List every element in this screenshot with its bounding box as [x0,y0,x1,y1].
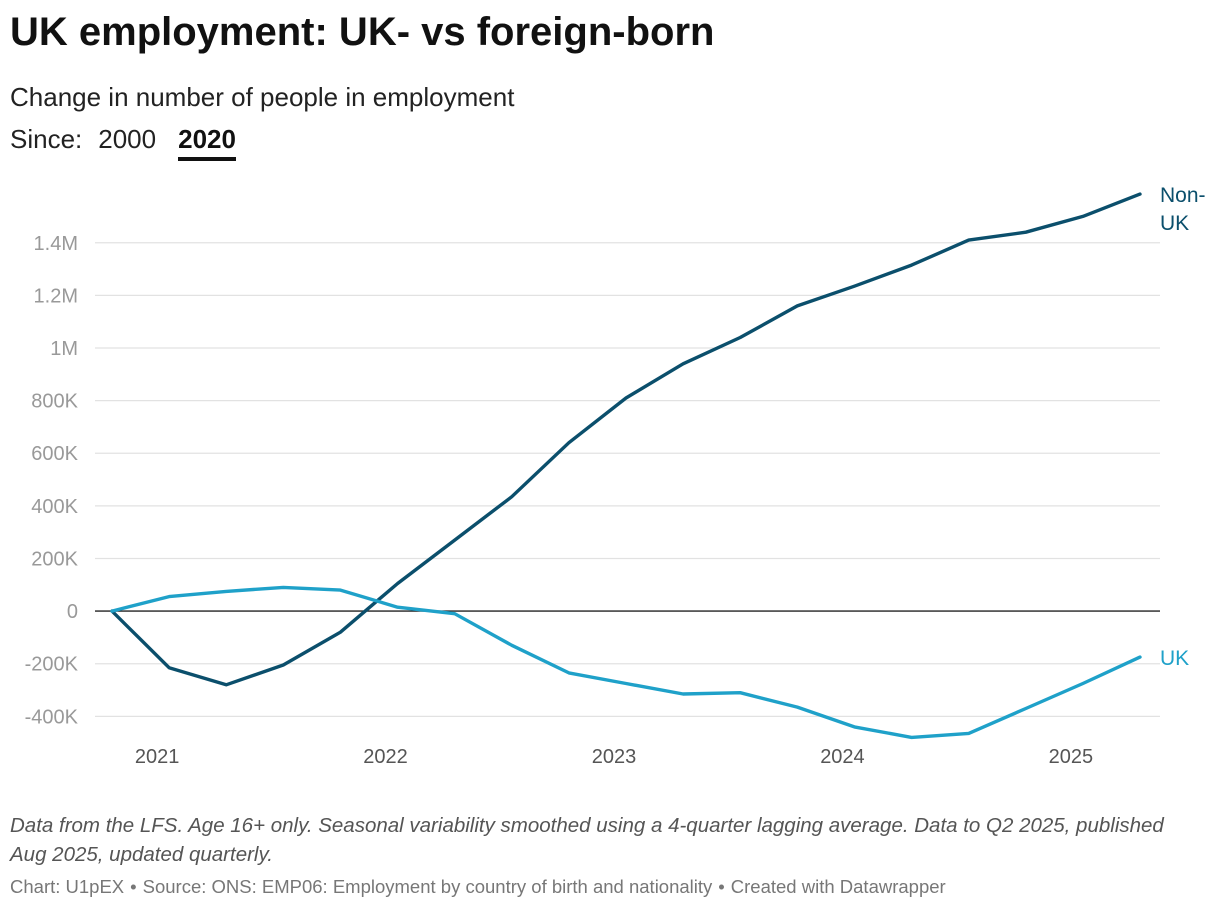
x-tick-label: 2023 [592,746,637,768]
x-tick-label: 2021 [135,746,180,768]
y-tick-label: 1.4M [34,233,78,255]
chart-subtitle: Change in number of people in employment [10,82,515,112]
chart-footer: Chart: U1pEX • Source: ONS: EMP06: Employm… [10,876,946,898]
y-tick-label: 800K [31,391,78,413]
chart-title: UK employment: UK- vs foreign-born [10,10,715,54]
footer-source: Source: ONS: EMP06: Employment by countr… [142,876,713,897]
x-tick-label: 2024 [820,746,865,768]
footer-chart-id: Chart: U1pEX [10,876,125,897]
series-label-line: UK [1160,212,1189,235]
footer-created-with: Created with Datawrapper [730,876,946,897]
chart-note: Data from the LFS. Age 16+ only. Seasona… [10,814,1164,866]
series-line-non-uk [110,192,1142,687]
series-label-line: UK [1160,647,1189,670]
x-tick-label: 2022 [363,746,408,768]
y-tick-label: -200K [25,654,79,676]
x-tick-label: 2025 [1049,746,1094,768]
y-tick-label: 1.2M [34,285,78,307]
y-tick-label: 0 [67,601,78,623]
footer-separator: • [718,876,725,897]
y-tick-label: 400K [31,496,78,518]
series-label-uk: UK [1160,647,1189,670]
y-tick-label: 200K [31,548,78,570]
employment-line-chart: 1.4M 1.2M 1M 800K 600K 400K 200K 0 -200K -400K 202… [25,184,1206,768]
y-tick-label: 1M [50,338,78,360]
y-tick-label: 600K [31,443,78,465]
y-tick-label: -400K [25,706,79,728]
series-label-line: Non- [1160,184,1206,207]
since-label: Since: [10,124,83,154]
footer-separator: • [130,876,137,897]
series-line-uk [110,585,1142,740]
series-label-non-uk: Non- UK [1160,184,1206,235]
since-option-2000[interactable]: 2000 [98,124,157,154]
since-selector: Since: 2000 2020 [10,124,258,161]
since-option-2020[interactable]: 2020 [178,124,236,161]
